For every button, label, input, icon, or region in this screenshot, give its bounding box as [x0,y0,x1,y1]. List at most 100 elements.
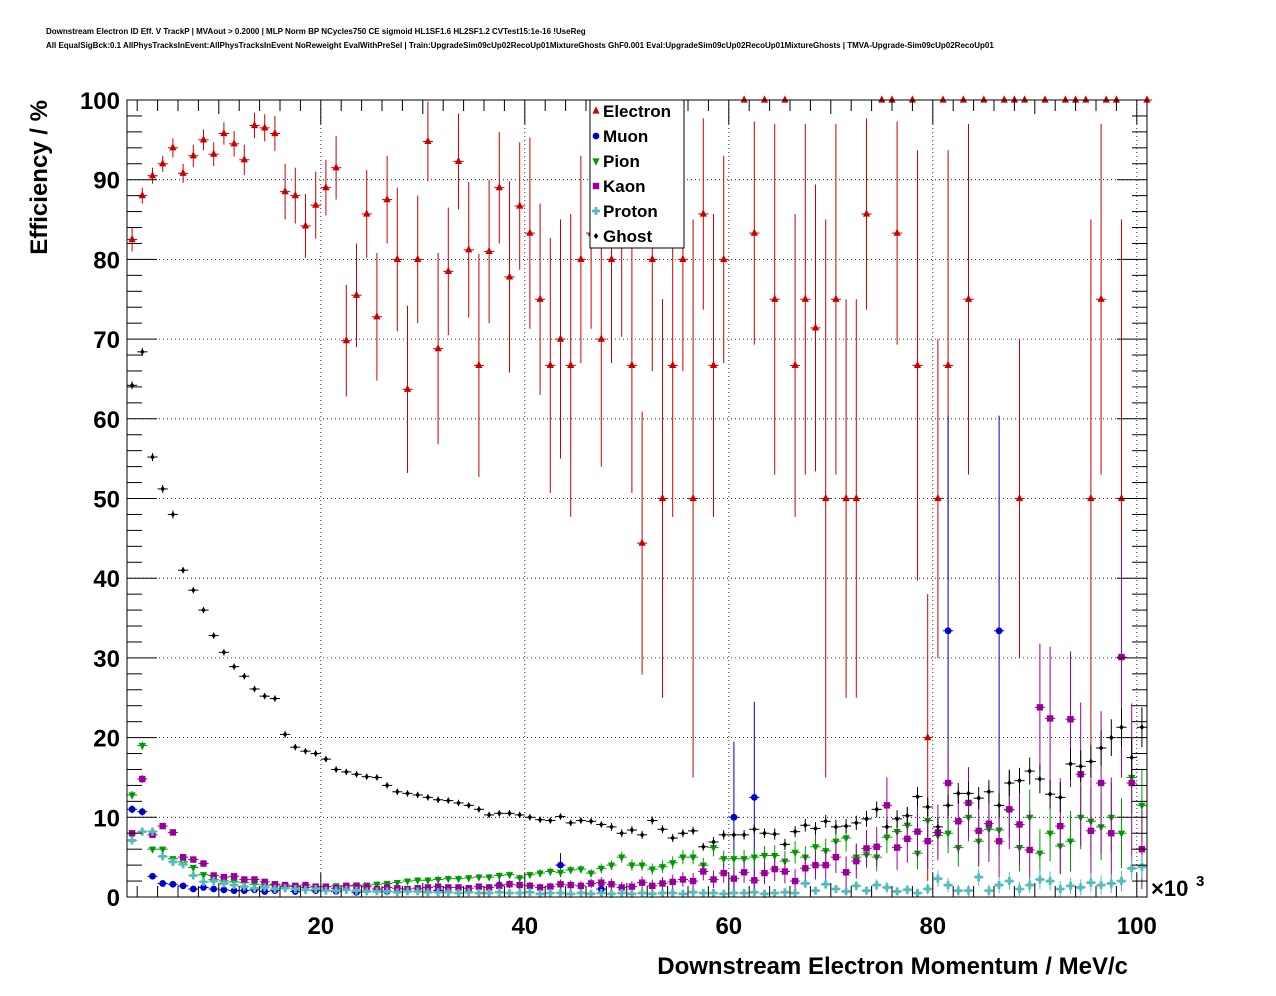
marker [862,886,871,895]
marker [169,880,177,888]
marker [831,885,840,894]
marker [230,873,238,880]
marker [475,883,483,890]
data-point-kaon [637,876,648,890]
data-point-pion [127,790,138,800]
data-point-electron [545,237,556,493]
marker [638,862,646,870]
data-point-kaon [565,880,576,890]
marker [925,803,930,810]
data-point-electron [494,131,505,244]
marker [291,885,300,894]
data-point-ghost [1004,770,1015,796]
marker [485,884,493,891]
x-tick-label: 20 [307,913,334,940]
marker [609,823,614,830]
data-point-electron [1014,339,1025,658]
marker [1017,777,1022,784]
data-point-kaon [473,883,484,890]
marker [811,844,820,852]
marker [219,879,228,888]
marker [628,883,636,890]
marker [935,823,941,830]
marker [1000,95,1008,103]
data-point-proton [1034,869,1045,890]
marker [129,382,135,389]
data-point-ghost [647,816,658,825]
marker [1015,885,1024,894]
marker [454,156,463,164]
marker [128,234,136,243]
data-point-electron [127,227,138,252]
marker [711,839,716,846]
data-point-ghost [759,828,770,839]
marker [689,854,697,862]
marker [220,886,228,894]
marker [719,889,728,898]
data-point-kaon [249,876,260,883]
data-point-electron [810,184,821,472]
data-point-electron [198,129,209,151]
marker [679,876,687,883]
marker [495,183,503,191]
marker [619,830,624,837]
marker [648,866,656,874]
data-point-ghost [208,632,219,639]
data-point-ghost [983,779,994,804]
marker [709,844,718,853]
data-point-muon [994,415,1005,846]
marker [333,766,339,773]
marker [577,254,585,262]
marker [148,827,157,836]
data-point-pion [667,856,678,870]
marker [414,877,422,885]
data-point-electron [555,219,566,459]
marker [984,886,993,895]
data-point-kaon [596,877,607,889]
marker [413,887,422,896]
marker [955,818,962,825]
data-point-kaon [830,841,841,874]
marker [201,607,206,614]
data-point-pion [637,859,648,871]
marker [980,95,988,103]
data-point-kaon [1014,784,1025,865]
marker [475,360,483,369]
marker [597,889,606,898]
marker [1112,95,1120,103]
data-point-pion [596,863,607,874]
marker [1066,881,1075,890]
data-point-ghost [861,810,872,827]
marker [617,889,626,898]
data-point-pion [494,872,505,881]
data-point-electron [280,163,291,220]
data-point-proton [504,889,515,898]
marker [272,695,278,702]
marker [128,792,136,800]
marker [771,865,778,873]
data-point-proton [1055,881,1066,897]
marker [191,587,196,594]
marker [908,95,916,103]
marker [159,846,167,854]
marker [210,885,218,893]
marker [740,889,749,898]
data-point-kaon [494,882,505,890]
marker [465,245,473,253]
data-point-ghost [575,817,586,824]
data-point-electron [688,219,699,778]
legend: Electron Muon Pion Kaon Proton Ghost [589,99,685,249]
marker [924,838,931,845]
data-point-ghost [137,347,148,356]
marker [944,627,952,635]
data-point-pion [626,859,637,871]
marker [638,538,646,546]
data-point-electron [290,167,301,224]
marker [516,201,524,209]
marker [792,828,798,835]
data-point-proton [310,885,321,894]
marker [485,874,493,882]
marker [650,817,655,824]
data-point-proton [514,889,525,898]
marker [200,860,207,867]
